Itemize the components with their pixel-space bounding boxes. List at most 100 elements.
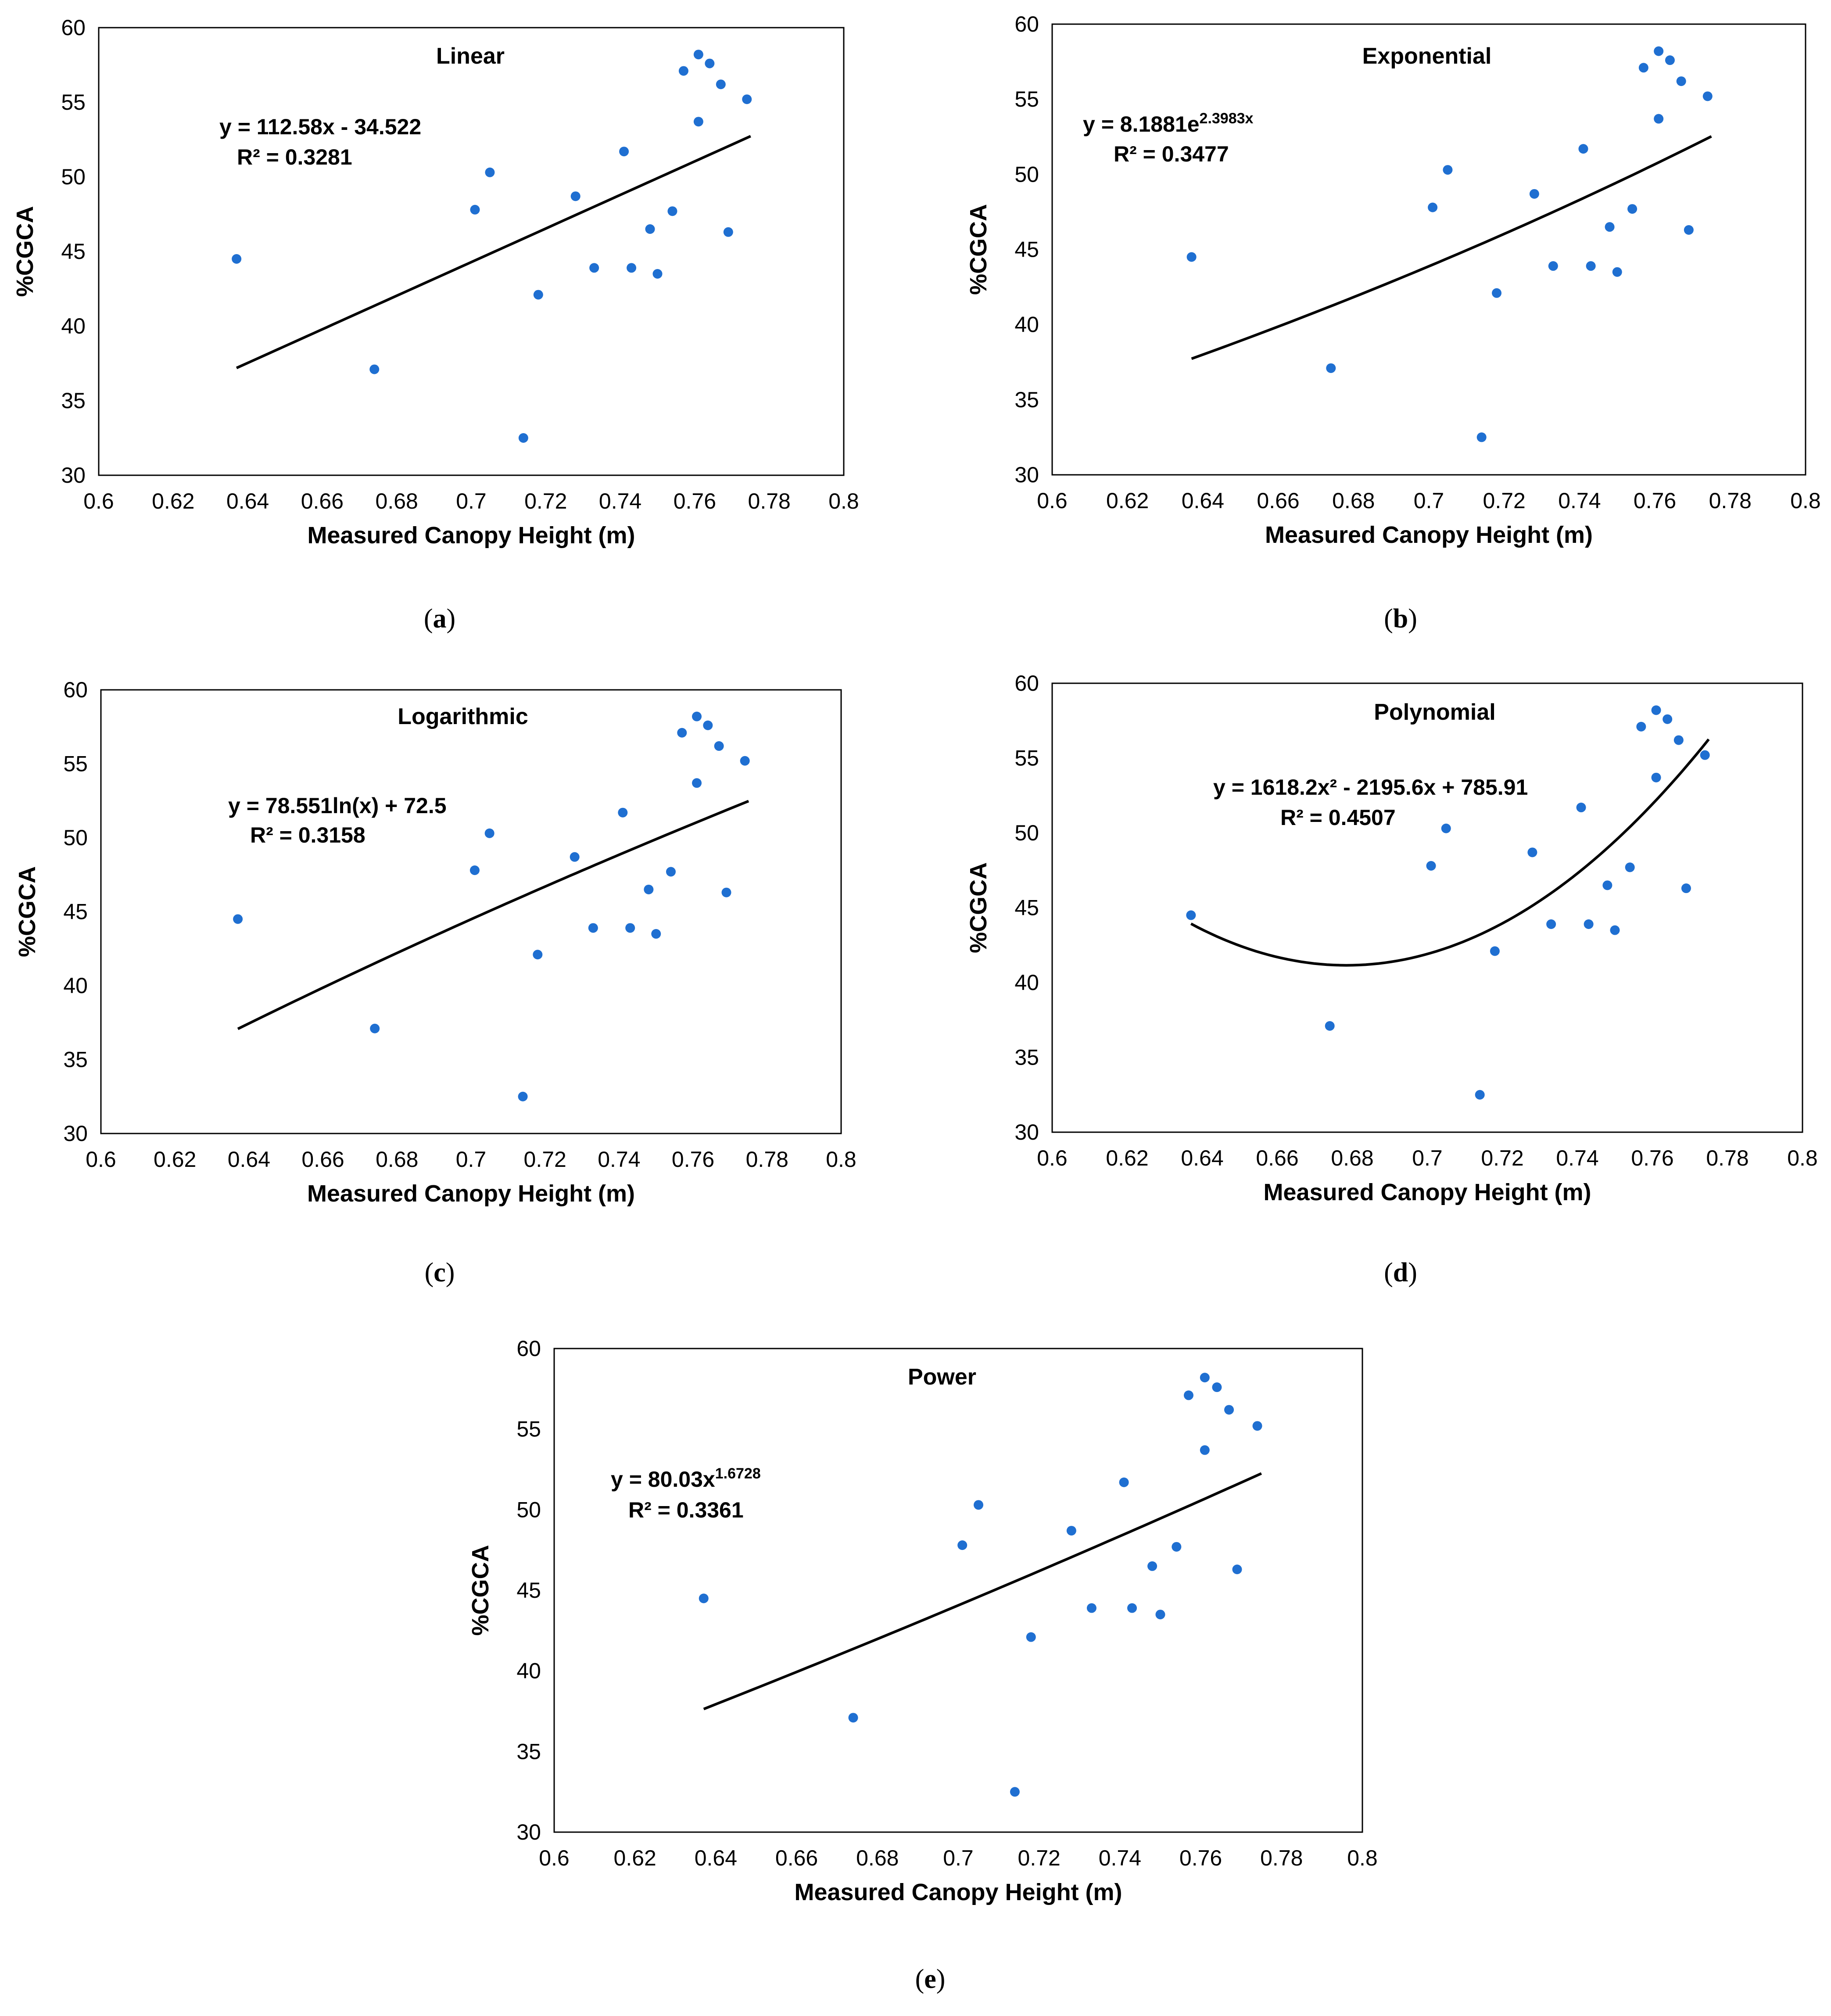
data-point [1612,267,1622,277]
y-tick-label: 40 [1014,312,1039,337]
x-tick-label: 0.62 [152,489,194,513]
data-point [1673,735,1684,745]
data-point [1326,363,1336,373]
equation-exponent: 2.3983x [1200,110,1254,127]
x-axis-label: Measured Canopy Height (m) [307,1180,635,1207]
x-tick-label: 0.62 [154,1147,196,1172]
y-tick-label: 55 [61,90,86,115]
x-tick-label: 0.74 [598,1147,640,1172]
x-tick-label: 0.72 [524,1147,566,1172]
x-tick-label: 0.64 [228,1147,270,1172]
data-point [589,263,599,273]
data-point [1636,721,1646,732]
x-tick-label: 0.78 [1706,1146,1749,1170]
x-tick-label: 0.6 [539,1846,570,1870]
x-tick-label: 0.8 [826,1147,856,1172]
data-point [716,79,726,90]
data-point [1086,1603,1096,1613]
trendline-equation: y = 80.03x1.6728 [611,1465,761,1492]
x-tick-label: 0.76 [674,489,716,513]
data-point [652,269,663,279]
y-tick-label: 55 [1014,746,1039,771]
trendline-equation: y = 78.551ln(x) + 72.5 [228,793,447,818]
data-point [469,865,480,875]
data-point [1546,919,1556,929]
x-tick-label: 0.6 [83,489,114,513]
data-point [1443,165,1453,175]
x-tick-label: 0.74 [1099,1846,1141,1870]
chart-title: Logarithmic [398,704,528,729]
x-axis-label: Measured Canopy Height (m) [307,522,635,549]
r-squared-label: R² = 0.3158 [250,823,365,847]
data-point [533,290,543,300]
x-tick-label: 0.66 [301,1147,344,1172]
y-tick-label: 35 [63,1047,88,1072]
data-point [1676,76,1686,86]
data-point [1441,823,1451,833]
x-axis-label: Measured Canopy Height (m) [1265,522,1593,548]
data-point [1428,202,1438,212]
trendline [237,800,749,1030]
panel-label: (a) [424,604,455,634]
y-tick-label: 40 [63,973,88,998]
data-point [233,914,243,924]
data-point [1684,225,1694,235]
y-tick-label: 50 [1014,162,1039,187]
y-tick-label: 50 [516,1497,541,1522]
data-point [1627,204,1638,214]
x-tick-label: 0.76 [1179,1846,1222,1870]
x-tick-label: 0.6 [1037,488,1068,513]
data-point [1172,1542,1182,1552]
data-point [570,852,580,862]
data-point [1625,862,1635,872]
trendline [1190,738,1710,967]
data-point [692,778,702,788]
y-tick-label: 50 [1014,821,1039,845]
data-point [723,227,733,237]
data-point [369,364,380,374]
trendline-equation: y = 112.58x - 34.522 [219,115,421,139]
data-point [1663,714,1673,724]
data-point [1426,861,1436,871]
plot-frame [98,27,845,476]
data-point [693,50,703,60]
x-tick-label: 0.7 [943,1846,974,1870]
x-tick-label: 0.64 [695,1846,737,1870]
plot-frame [553,1348,1363,1833]
y-tick-label: 45 [61,239,86,264]
x-tick-label: 0.68 [376,1147,418,1172]
x-tick-label: 0.68 [376,489,418,513]
trendline [1191,135,1712,360]
data-point [1638,63,1648,73]
data-point [1654,114,1664,124]
y-tick-label: 55 [1014,87,1039,111]
x-tick-label: 0.62 [1106,1146,1148,1170]
data-point [1702,91,1713,101]
panel-label: (e) [915,1964,946,1994]
y-tick-label: 30 [1014,463,1039,487]
x-tick-label: 0.76 [1634,488,1676,513]
x-tick-label: 0.62 [614,1846,656,1870]
r-squared-label: R² = 0.3361 [628,1498,744,1522]
data-point [370,1023,380,1033]
y-tick-label: 40 [61,314,86,338]
x-tick-label: 0.76 [672,1147,714,1172]
x-tick-label: 0.8 [1787,1146,1818,1170]
data-point [619,147,629,157]
x-tick-label: 0.64 [1181,1146,1223,1170]
data-point [974,1500,984,1510]
data-point [1186,252,1197,262]
data-point [1010,1787,1020,1797]
x-tick-label: 0.66 [775,1846,818,1870]
data-point [1155,1610,1165,1620]
data-point [651,929,661,939]
chart-title: Linear [436,43,505,69]
y-tick-label: 30 [63,1121,88,1146]
data-point [1476,432,1487,442]
y-tick-label: 45 [1014,896,1039,920]
x-tick-label: 0.8 [828,489,859,513]
data-point [677,728,687,738]
data-point [618,807,628,818]
x-tick-label: 0.66 [1256,1146,1298,1170]
